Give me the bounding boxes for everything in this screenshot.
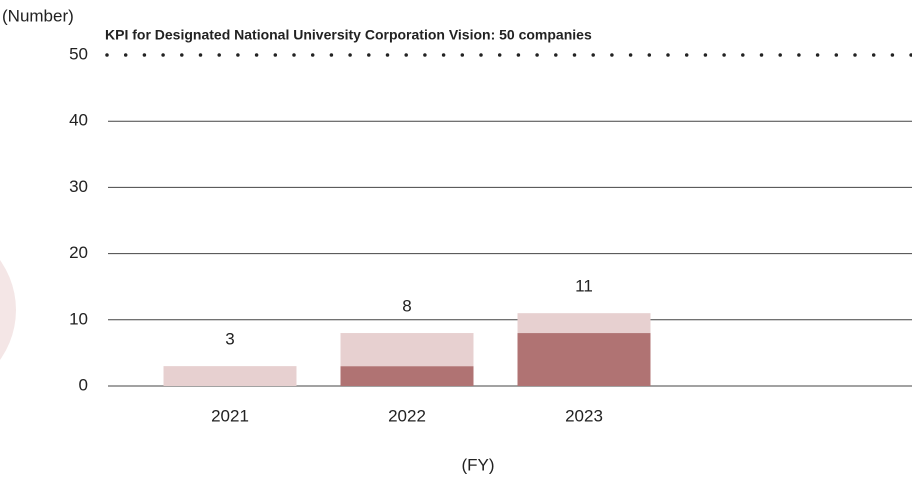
bar-segment [340, 333, 474, 367]
kpi-label: KPI for Designated National University C… [105, 27, 592, 43]
y-tick-label: 30 [69, 177, 88, 196]
y-tick-label: 10 [69, 309, 88, 328]
y-tick-label: 40 [69, 111, 88, 130]
total-label: 3 [225, 330, 234, 349]
y-axis-label: (Number) [2, 6, 74, 25]
bar-segment [340, 366, 474, 386]
total-label: 8 [402, 297, 411, 316]
bar-segment [517, 313, 651, 334]
x-tick-label: 2022 [388, 406, 426, 425]
total-label: 11 [575, 277, 593, 296]
y-tick-label: 50 [69, 44, 88, 63]
y-tick-label: 20 [69, 243, 88, 262]
y-tick-label: 0 [79, 375, 88, 394]
decor-circle [0, 260, 16, 360]
x-axis-label: (FY) [461, 455, 494, 474]
bar-segment [163, 366, 297, 386]
bar-segment [517, 333, 651, 386]
x-tick-label: 2023 [565, 406, 603, 425]
x-tick-label: 2021 [211, 406, 249, 425]
